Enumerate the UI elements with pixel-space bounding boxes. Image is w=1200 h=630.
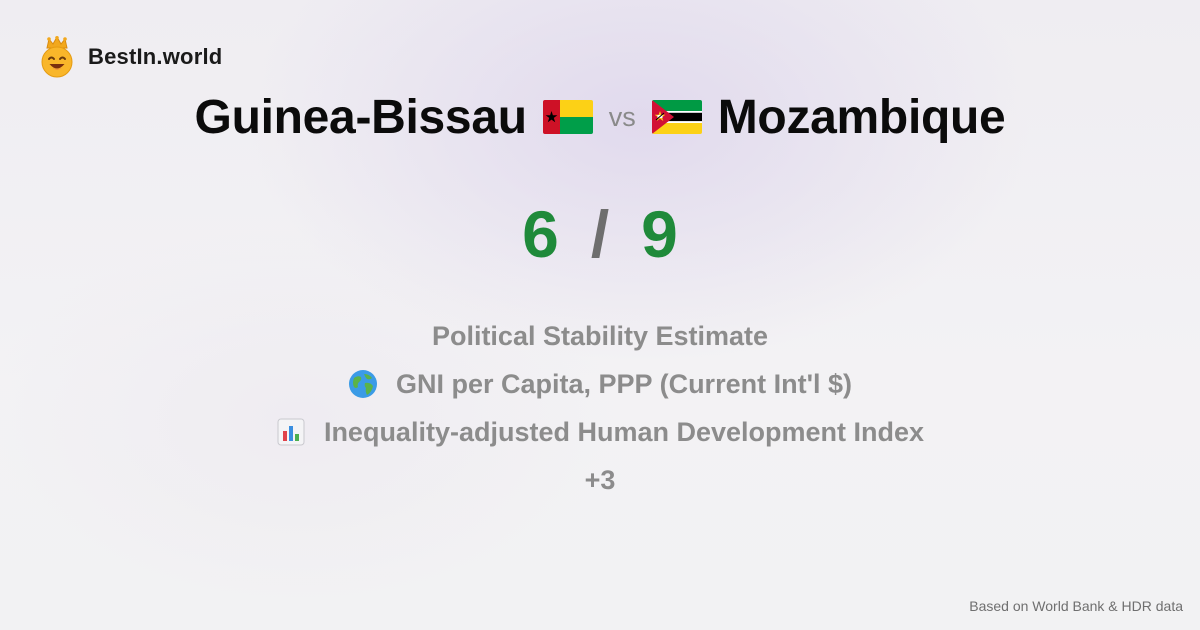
metric-item[interactable]: Inequality-adjusted Human Development In… — [276, 408, 924, 456]
metric-item[interactable]: GNI per Capita, PPP (Current Int'l $) — [348, 360, 852, 408]
metric-label: GNI per Capita, PPP (Current Int'l $) — [396, 368, 852, 399]
data-source-note: Based on World Bank & HDR data — [969, 598, 1183, 614]
brand[interactable]: BestIn.world — [38, 36, 222, 78]
left-score: 6 — [522, 197, 559, 271]
crowned-smiley-icon — [41, 36, 73, 78]
more-label: +3 — [584, 464, 616, 495]
mozambique-flag-icon — [651, 100, 702, 134]
vs-label: vs — [608, 101, 636, 132]
metrics-list: Political Stability Estimate GNI per Cap… — [0, 312, 1200, 504]
globe-icon — [349, 370, 377, 398]
metric-label: Political Stability Estimate — [431, 320, 769, 351]
metric-label: Inequality-adjusted Human Development In… — [323, 416, 925, 447]
bar-chart-icon — [277, 418, 305, 446]
metric-item[interactable]: Political Stability Estimate — [432, 312, 768, 360]
comparison-title: Guinea-Bissau vs Mozambique — [0, 86, 1200, 148]
score-separator: / — [590, 197, 610, 271]
right-score: 9 — [641, 197, 678, 271]
right-country-name[interactable]: Mozambique — [717, 90, 1006, 144]
more-metrics-link[interactable]: +3 — [585, 456, 616, 504]
left-country-name[interactable]: Guinea-Bissau — [194, 90, 528, 144]
score: 6 / 9 — [0, 196, 1200, 272]
brand-name: BestIn.world — [88, 44, 223, 69]
guinea-bissau-flag-icon — [542, 100, 593, 134]
